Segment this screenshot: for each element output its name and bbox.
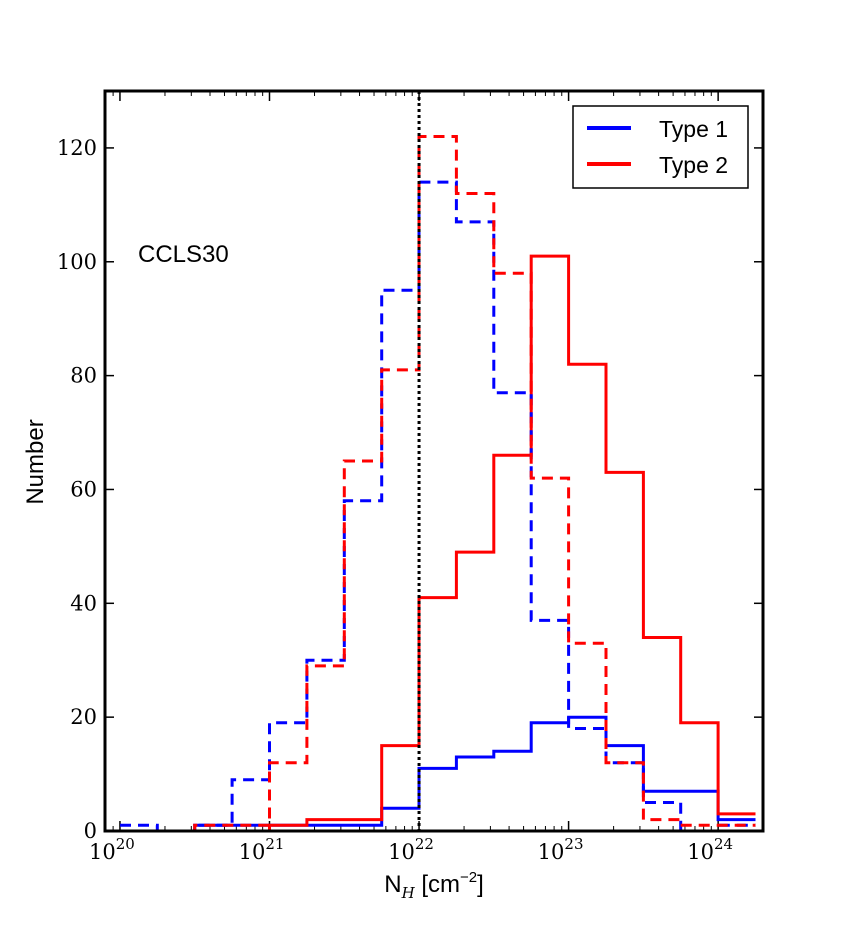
plot-frame (103, 89, 765, 833)
x-axis-title-sub: H (401, 884, 416, 902)
series-1-type-1-solid (120, 715, 756, 833)
x-tick-label: 1021 (239, 835, 285, 864)
series-4-type-2-dashed (120, 135, 756, 833)
legend-label-type-1: Type 1 (659, 116, 728, 142)
x-axis-title-unit: [cm (415, 871, 460, 898)
y-axis-title: Number (22, 419, 49, 504)
y-tick-label: 80 (70, 364, 97, 388)
y-tick-label: 0 (84, 819, 97, 843)
legend-box (572, 105, 749, 189)
y-tick-label: 60 (70, 477, 97, 501)
y-tick-label: 40 (70, 591, 97, 615)
y-tick-label: 100 (57, 250, 97, 274)
annotation-label: CCLS30 (138, 241, 229, 268)
x-tick-label: 1020 (89, 835, 135, 864)
series-layer (120, 135, 756, 833)
series-3-type-1-dashed (120, 180, 756, 833)
y-tick-label: 120 (57, 136, 97, 160)
series-2-type-2-solid (120, 254, 756, 833)
legend-label-type-2: Type 2 (659, 152, 728, 178)
x-axis-title-main: N (384, 871, 401, 898)
x-axis-title: NH [cm−2] (384, 869, 484, 902)
axis-ticks (104, 91, 763, 832)
x-axis-title-unit-exp: −2 (460, 869, 477, 886)
legend: Type 1 Type 2 (572, 105, 749, 189)
x-tick-label: 1024 (687, 835, 733, 864)
y-tick-label: 20 (70, 705, 97, 729)
x-axis-title-unit-close: ] (477, 871, 484, 898)
tick-labels: 0 20 40 60 80 100 120 1020 1021 1022 1023 1024 (57, 136, 733, 864)
x-tick-label: 1022 (388, 835, 434, 864)
x-tick-label: 1023 (538, 835, 584, 864)
